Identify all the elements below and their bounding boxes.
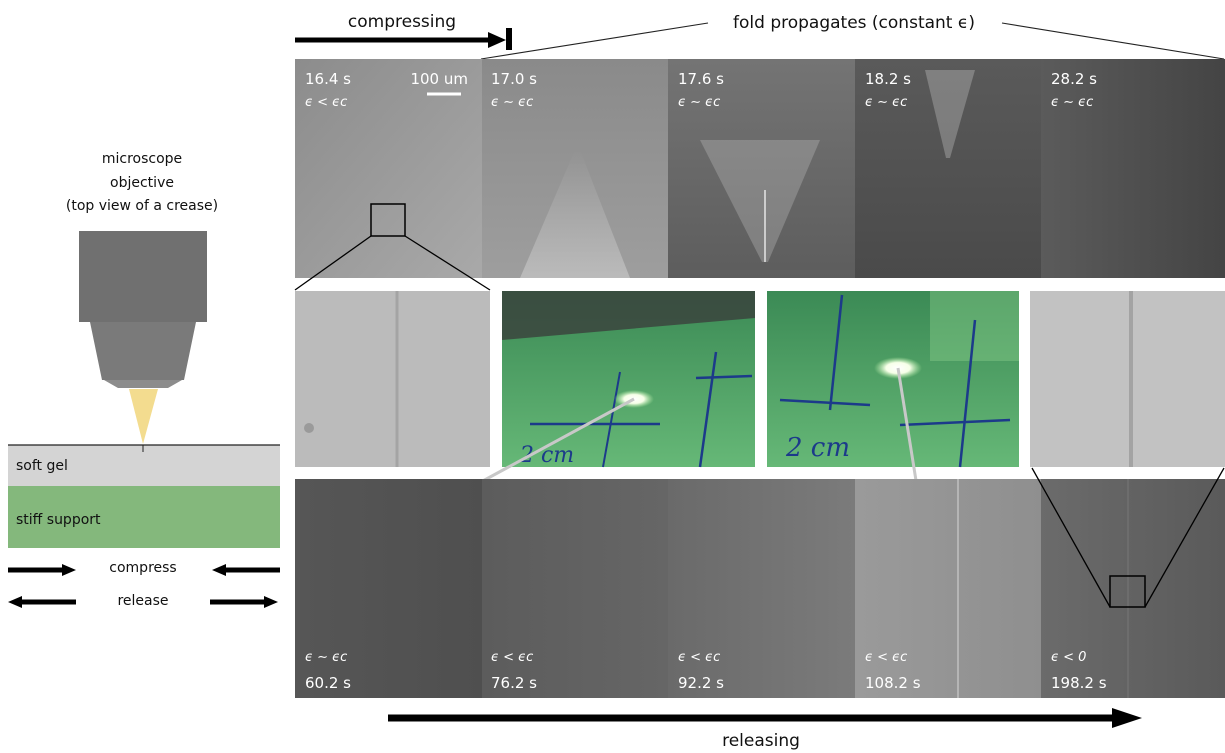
- fold-bracket-left: [480, 22, 709, 60]
- ink-line: [828, 294, 844, 411]
- ink-line: [899, 418, 1011, 427]
- fold-front: [700, 140, 820, 262]
- bottom-frame-4: [855, 479, 1041, 698]
- fold-glow: [520, 150, 630, 278]
- objective-label-line1: microscope: [102, 151, 182, 167]
- compress-arrows: [8, 564, 280, 576]
- frame-condition: ϵ < 0: [1051, 650, 1086, 665]
- fold-propagates-label: fold propagates (constant ϵ): [733, 13, 975, 33]
- frame-condition: ϵ ∼ ϵc: [678, 95, 720, 110]
- frame-condition: ϵ < ϵc: [491, 650, 533, 665]
- arrow-left-icon: [212, 564, 226, 576]
- stiff-support-layer: [8, 486, 280, 548]
- zoom-line-right: [1144, 467, 1225, 608]
- release-arrows: [8, 596, 278, 608]
- top-frame-1: [295, 59, 482, 278]
- frame-time: 17.6 s: [678, 70, 724, 88]
- ink-line: [698, 351, 718, 468]
- frame-condition: ϵ ∼ ϵc: [491, 95, 533, 110]
- schematic: microscope objective (top view of a crea…: [8, 151, 280, 609]
- zoom-box: [1109, 575, 1146, 608]
- bottom-frame-3: [668, 479, 855, 698]
- photo-scale-label: 2 cm: [785, 433, 850, 463]
- top-frame-3: [668, 59, 855, 278]
- frame-time: 198.2 s: [1051, 674, 1107, 692]
- compressing-stop-bar: [506, 28, 512, 50]
- frame-condition: ϵ ∼ ϵc: [305, 650, 347, 665]
- compress-label: compress: [109, 560, 176, 576]
- bottom-frame-1: [295, 479, 482, 698]
- arrow-right-icon: [264, 596, 278, 608]
- arrow-left-icon: [8, 596, 22, 608]
- zoom-line-left: [1031, 467, 1111, 608]
- objective-body: [79, 231, 207, 322]
- fold-front: [925, 70, 975, 158]
- photo-left-shadow: [502, 291, 755, 340]
- arrow-right-icon: [62, 564, 76, 576]
- frame-time: 17.0 s: [491, 70, 537, 88]
- compressing-arrow-head-icon: [488, 32, 506, 48]
- pointer-arrow-shaft: [896, 367, 920, 494]
- zoom-line-right: [404, 235, 491, 291]
- soft-gel-label: soft gel: [16, 458, 68, 474]
- compressing-label: compressing: [348, 12, 456, 32]
- bottom-frame-row: ϵ ∼ ϵc 60.2 s ϵ < ϵc 76.2 s ϵ < ϵc 92.2 …: [295, 479, 1225, 698]
- releasing-label: releasing: [722, 731, 800, 751]
- frame-condition: ϵ < ϵc: [865, 650, 907, 665]
- frame-time: 28.2 s: [1051, 70, 1097, 88]
- zoom-line-left: [294, 235, 372, 291]
- releasing-arrow-head-icon: [1112, 708, 1142, 728]
- frame-time: 60.2 s: [305, 674, 351, 692]
- frame-time: 16.4 s: [305, 70, 351, 88]
- frame-time: 92.2 s: [678, 674, 724, 692]
- debris-dot: [304, 423, 314, 433]
- fold-bracket-right: [1001, 22, 1225, 60]
- frame-time: 76.2 s: [491, 674, 537, 692]
- frame-condition: ϵ < ϵc: [305, 95, 347, 110]
- zoom-detail-right: [1030, 291, 1225, 467]
- frame-condition: ϵ ∼ ϵc: [1051, 95, 1093, 110]
- release-label: release: [117, 593, 168, 609]
- frame-time: 18.2 s: [865, 70, 911, 88]
- middle-row: 2 cm 2 cm: [295, 291, 1225, 468]
- stiff-support-label: stiff support: [16, 512, 101, 528]
- frame-time: 108.2 s: [865, 674, 921, 692]
- ink-line: [779, 398, 871, 407]
- top-frame-5: [1041, 59, 1225, 278]
- ink-line: [695, 374, 753, 380]
- objective-nose: [90, 322, 196, 380]
- frame-condition: ϵ < ϵc: [678, 650, 720, 665]
- zoom-detail-left: [295, 291, 490, 467]
- soft-gel-layer: [8, 445, 280, 486]
- scale-bar-label: 100 um: [410, 70, 468, 88]
- light-cone: [129, 389, 158, 444]
- zoom-box: [370, 203, 406, 237]
- top-frame-row: 16.4 s ϵ < ϵc 17.0 s ϵ ∼ ϵc 17.6 s ϵ ∼ ϵ…: [295, 59, 1225, 278]
- objective-label-line2: objective: [110, 175, 174, 191]
- objective-label-line3: (top view of a crease): [66, 198, 218, 214]
- bottom-frame-5: [1041, 479, 1225, 698]
- objective-tip: [104, 380, 182, 388]
- bottom-frame-2: [482, 479, 668, 698]
- ink-line: [958, 319, 977, 468]
- frame-condition: ϵ ∼ ϵc: [865, 95, 907, 110]
- top-frame-4: [855, 59, 1041, 278]
- photo-right: [767, 291, 1019, 467]
- ink-line: [602, 371, 621, 468]
